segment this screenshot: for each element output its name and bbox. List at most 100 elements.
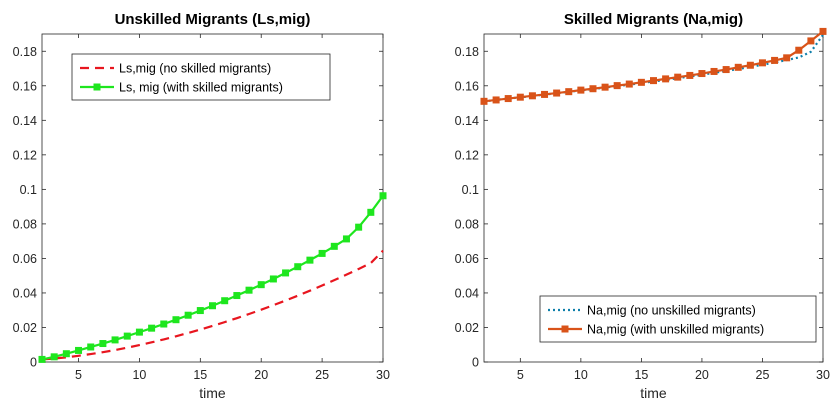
x-tick-label: 15 — [634, 368, 648, 382]
data-point-marker — [613, 82, 621, 90]
x-tick-label: 25 — [315, 368, 329, 382]
data-point-marker — [577, 86, 585, 94]
y-tick-label: 0.06 — [455, 252, 479, 266]
data-point-marker — [367, 208, 375, 216]
y-tick-label: 0.02 — [455, 321, 479, 335]
data-point-marker — [99, 340, 107, 348]
chart-unskilled-migrants: Unskilled Migrants (Ls,mig) 0 0.02 0.04 0.06… — [13, 11, 390, 401]
data-point-marker — [135, 328, 143, 336]
data-point-marker — [734, 63, 742, 71]
data-point-marker — [282, 269, 290, 277]
y-tick-label: 0.04 — [455, 286, 479, 300]
chart-title: Unskilled Migrants (Ls,mig) — [115, 11, 311, 28]
x-tick-label: 10 — [132, 368, 146, 382]
y-tick-label: 0.16 — [455, 79, 479, 93]
data-point-marker — [637, 78, 645, 86]
x-tick-label: 30 — [376, 368, 390, 382]
x-tick-label: 15 — [193, 368, 207, 382]
data-point-marker — [148, 324, 156, 332]
y-tick-label: 0.04 — [13, 286, 37, 300]
data-point-marker — [565, 88, 573, 96]
y-tick-label: 0.18 — [13, 45, 37, 59]
data-point-marker — [674, 73, 682, 81]
legend-box — [71, 53, 331, 101]
data-point-marker — [50, 353, 58, 361]
x-tick-label: 10 — [574, 368, 588, 382]
data-point-marker — [758, 59, 766, 67]
data-point-marker — [257, 281, 265, 289]
y-tick-label: 0 — [472, 356, 479, 370]
legend-box — [539, 295, 817, 343]
data-point-marker — [123, 332, 131, 340]
data-point-marker — [589, 85, 597, 93]
y-tick-label: 0.08 — [455, 217, 479, 231]
y-tick-label: 0.12 — [13, 148, 37, 162]
data-point-marker — [771, 56, 779, 64]
data-point-marker — [795, 46, 803, 54]
data-point-marker — [355, 223, 363, 231]
data-point-marker — [111, 336, 119, 344]
data-point-marker — [38, 355, 46, 363]
data-point-marker — [553, 89, 561, 97]
data-point-marker — [746, 61, 754, 69]
legend-marker — [93, 83, 101, 91]
y-tick-label: 0.08 — [13, 217, 37, 231]
y-tick-label: 0.12 — [455, 148, 479, 162]
data-point-marker — [722, 66, 730, 74]
data-point-marker — [62, 350, 70, 358]
y-tick-label: 0.18 — [455, 45, 479, 59]
y-tick-label: 0.16 — [13, 79, 37, 93]
data-point-marker — [172, 316, 180, 324]
y-tick-label: 0.1 — [20, 183, 37, 197]
data-point-marker — [650, 77, 657, 85]
legend-marker — [561, 325, 569, 333]
legend-entry-label: Ls,mig (no skilled migrants) — [119, 62, 271, 76]
series-line-1 — [483, 30, 824, 103]
data-point-marker — [330, 242, 338, 250]
data-point-marker — [516, 93, 524, 101]
x-tick-label: 20 — [695, 368, 709, 382]
y-tick-label: 0.06 — [13, 252, 37, 266]
data-point-marker — [783, 54, 791, 62]
x-tick-label: 25 — [756, 368, 770, 382]
data-point-marker — [686, 71, 694, 79]
y-tick-label: 0.14 — [455, 114, 479, 128]
plot-area-frame — [483, 33, 824, 363]
legend: Na,mig (no unskilled migrants) Na,mig (wi… — [539, 295, 817, 343]
data-point-marker — [819, 27, 827, 35]
data-point-marker — [221, 297, 229, 305]
legend-entry-label: Na,mig (with unskilled migrants) — [587, 323, 764, 337]
series-line-1 — [41, 195, 384, 361]
x-axis-label: time — [640, 385, 667, 401]
data-point-marker — [318, 249, 326, 257]
chart-title: Skilled Migrants (Na,mig) — [564, 11, 743, 28]
data-point-marker — [662, 75, 670, 83]
series-line-0 — [483, 34, 824, 103]
data-point-marker — [710, 67, 718, 75]
data-point-marker — [492, 96, 500, 104]
chart-skilled-migrants: Skilled Migrants (Na,mig) 0 0.02 0.04 0.06 0.… — [455, 11, 830, 401]
data-point-marker — [196, 307, 204, 315]
x-axis-label: time — [199, 385, 226, 401]
x-tick-label: 5 — [517, 368, 524, 382]
x-tick-label: 5 — [75, 368, 82, 382]
data-point-marker — [807, 37, 815, 45]
data-point-marker — [269, 275, 277, 283]
y-tick-label: 0.02 — [13, 321, 37, 335]
y-tick-label: 0.14 — [13, 114, 37, 128]
data-point-marker — [209, 302, 216, 310]
data-point-marker — [480, 97, 488, 105]
x-tick-label: 20 — [254, 368, 268, 382]
data-point-marker — [160, 320, 168, 328]
data-point-marker — [698, 70, 706, 78]
legend-entry-label: Na,mig (no unskilled migrants) — [587, 304, 756, 318]
data-point-marker — [184, 311, 192, 319]
data-point-marker — [342, 235, 350, 243]
y-tick-label: 0.1 — [462, 183, 479, 197]
data-point-marker — [528, 92, 536, 100]
data-point-marker — [504, 95, 512, 103]
data-point-marker — [75, 346, 83, 354]
data-point-marker — [601, 83, 609, 91]
data-point-marker — [87, 343, 95, 351]
